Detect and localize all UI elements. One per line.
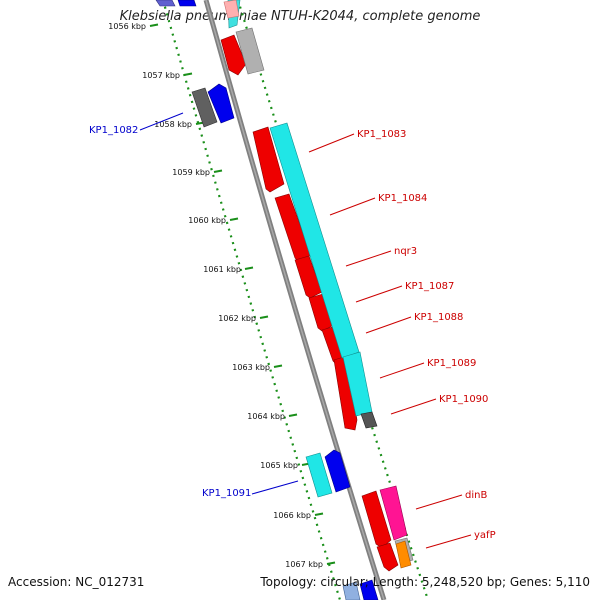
tick-label: 1064 kbp [247,412,285,421]
gene-arrow[interactable] [155,0,176,7]
tick-label: 1056 kbp [108,22,146,31]
tick-mark [229,217,239,221]
gene-arrow[interactable] [207,83,235,124]
tick-label: 1061 kbp [203,265,241,274]
tick-mark [314,512,324,516]
reverse-strand-genes [155,0,379,600]
gene-label-leader [390,398,437,415]
gene-arrow[interactable] [359,579,379,600]
gene-arrow[interactable] [177,0,197,7]
tick-mark [183,72,193,76]
gene-label-leader [365,316,412,334]
accession-text: Accession: NC_012731 [8,575,145,589]
tick-label: 1065 kbp [260,461,298,470]
gene-arrow[interactable] [220,34,247,76]
tick-label: 1060 kbp [188,216,226,225]
gene-arrow[interactable] [395,540,412,569]
tick-label: 1067 kbp [285,560,323,569]
tick-mark [244,266,254,270]
tick-mark [259,315,269,319]
gene-label[interactable]: KP1_1088 [414,312,463,323]
genome-backbone-highlight [205,0,385,600]
gene-arrow[interactable] [379,485,408,541]
gene-label[interactable]: KP1_1089 [427,358,476,369]
tick-mark [213,169,223,173]
gene-label-leader [355,285,403,303]
tick-label: 1059 kbp [172,168,210,177]
gene-arrow[interactable] [269,122,360,359]
gene-label-leader [425,534,472,549]
gene-arrow[interactable] [252,126,285,193]
tick-label: 1063 kbp [232,363,270,372]
gene-label[interactable]: KP1_1090 [439,394,488,405]
gene-label[interactable]: KP1_1084 [378,193,427,204]
tick-label: 1066 kbp [273,511,311,520]
gene-arrow[interactable] [324,449,351,493]
gene-label[interactable]: KP1_1083 [357,129,406,140]
gene-label[interactable]: yafP [474,530,496,541]
gene-label[interactable]: KP1_1087 [405,281,454,292]
tick-marks: 1056 kbp 1057 kbp 1058 kbp 1059 kbp 1060 kbp… [108,22,336,569]
forward-strand-genes [220,0,414,572]
tick-label: 1057 kbp [142,71,180,80]
tick-mark [288,413,298,417]
gene-label-leader [251,480,299,495]
genome-backbone [203,0,387,600]
tick-label: 1062 kbp [218,314,256,323]
gene-label[interactable]: KP1_1082 [89,125,138,136]
gene-label-leader [308,133,355,153]
gene-label-leader [345,250,392,267]
gene-arrow[interactable] [235,27,265,75]
gene-arrow[interactable] [294,255,323,299]
gene-label[interactable]: KP1_1091 [202,488,251,499]
gene-label-leader [329,197,376,216]
gene-arrow[interactable] [223,0,240,19]
gene-label[interactable]: nqr3 [394,246,417,257]
gene-label[interactable]: dinB [465,490,487,501]
gene-arrow[interactable] [305,452,333,498]
gene-arrow[interactable] [191,87,218,128]
gene-label-leader [415,494,463,510]
gene-arrow[interactable] [342,581,361,600]
gene-labels: KP1_1082 KP1_1083 KP1_1084 nqr3 KP1_1087 KP1_… [89,112,496,549]
gene-arrow[interactable] [360,411,378,429]
tick-label: 1058 kbp [154,120,192,129]
genome-summary-text: Topology: circular; Length: 5,248,520 bp… [260,575,590,589]
tick-mark [326,561,336,565]
tick-mark [273,364,283,368]
gene-label-leader [139,112,184,131]
tick-mark [149,23,159,27]
gene-arrow[interactable] [376,542,399,572]
gene-label-leader [379,362,425,379]
